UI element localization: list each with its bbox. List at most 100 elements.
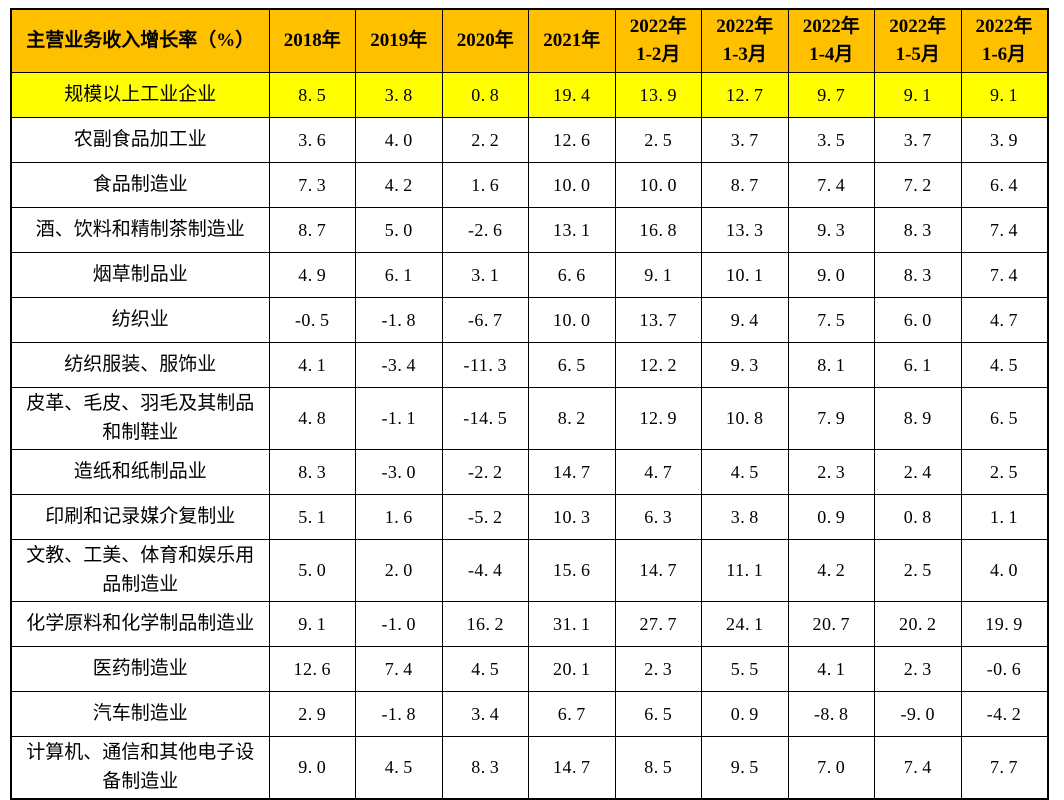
value-cell: 19. 4: [528, 72, 616, 118]
value-cell: 3. 9: [960, 117, 1048, 163]
value-cell: 10. 8: [701, 387, 789, 450]
value-cell: 8. 3: [874, 252, 962, 298]
value-cell: 5. 5: [701, 646, 789, 692]
row-label: 规模以上工业企业: [10, 72, 270, 118]
value-cell: 0. 8: [874, 494, 962, 540]
value-cell: 4. 2: [355, 162, 443, 208]
table-row: 汽车制造业 2. 9 -1. 8 3. 4 6. 7 6. 5 0. 9 -8. 8 -9. 0…: [10, 691, 1048, 737]
value-cell: 1. 6: [441, 162, 529, 208]
value-cell: 6. 4: [960, 162, 1048, 208]
table-row: 农副食品加工业 3. 6 4. 0 2. 2 12. 6 2. 5 3. 7 3. 5 3. 7…: [10, 117, 1048, 163]
value-cell: 20. 7: [787, 601, 875, 647]
value-cell: 5. 1: [268, 494, 356, 540]
value-cell: -6. 7: [441, 297, 529, 343]
value-cell: -4. 2: [960, 691, 1048, 737]
value-cell: 31. 1: [528, 601, 616, 647]
value-cell: 6. 5: [960, 387, 1048, 450]
value-cell: 8. 5: [268, 72, 356, 118]
value-cell: 2. 0: [355, 539, 443, 602]
table-row: 纺织业 -0. 5 -1. 8 -6. 7 10. 0 13. 7 9. 4 7. 5 6. 0…: [10, 297, 1048, 343]
value-cell: 13. 9: [614, 72, 702, 118]
value-cell: 16. 2: [441, 601, 529, 647]
value-cell: 6. 6: [528, 252, 616, 298]
value-cell: 14. 7: [528, 736, 616, 800]
value-cell: 14. 7: [614, 539, 702, 602]
row-label: 纺织业: [10, 297, 270, 343]
table-row: 纺织服装、服饰业 4. 1 -3. 4 -11. 3 6. 5 12. 2 9. 3 8. 1…: [10, 342, 1048, 388]
value-cell: -2. 2: [441, 449, 529, 495]
value-cell: 4. 0: [355, 117, 443, 163]
column-header-2022年-1-5月: 2022年 1-5月: [874, 8, 962, 73]
value-cell: 9. 4: [701, 297, 789, 343]
column-header-2018年: 2018年: [268, 8, 356, 73]
value-cell: 7. 4: [787, 162, 875, 208]
value-cell: 2. 4: [874, 449, 962, 495]
table-corner-header: 主营业务收入增长率（%）: [10, 8, 270, 73]
value-cell: 19. 9: [960, 601, 1048, 647]
value-cell: 0. 9: [787, 494, 875, 540]
value-cell: 7. 4: [874, 736, 962, 800]
row-label: 食品制造业: [10, 162, 270, 208]
column-header-line2: 1-5月: [895, 44, 940, 65]
value-cell: 9. 0: [268, 736, 356, 800]
value-cell: 8. 2: [528, 387, 616, 450]
value-cell: 6. 0: [874, 297, 962, 343]
value-cell: 3. 8: [701, 494, 789, 540]
value-cell: 8. 7: [268, 207, 356, 253]
row-label: 化学原料和化学制品制造业: [10, 601, 270, 647]
value-cell: 4. 5: [441, 646, 529, 692]
column-header-2022年-1-2月: 2022年 1-2月: [614, 8, 702, 73]
value-cell: 8. 5: [614, 736, 702, 800]
value-cell: -1. 8: [355, 691, 443, 737]
value-cell: 4. 7: [614, 449, 702, 495]
column-header-line1: 2022年: [802, 16, 860, 38]
value-cell: 12. 2: [614, 342, 702, 388]
value-cell: -8. 8: [787, 691, 875, 737]
value-cell: 2. 5: [614, 117, 702, 163]
value-cell: 0. 8: [441, 72, 529, 118]
value-cell: -1. 1: [355, 387, 443, 450]
row-label: 印刷和记录媒介复制业: [10, 494, 270, 540]
value-cell: -0. 6: [960, 646, 1048, 692]
value-cell: 9. 1: [960, 72, 1048, 118]
value-cell: 8. 1: [787, 342, 875, 388]
table-row: 皮革、毛皮、羽毛及其制品和制鞋业 4. 8 -1. 1 -14. 5 8. 2 12. 9…: [10, 387, 1048, 450]
value-cell: 1. 1: [960, 494, 1048, 540]
value-cell: 7. 9: [787, 387, 875, 450]
value-cell: 8. 3: [874, 207, 962, 253]
row-label: 纺织服装、服饰业: [10, 342, 270, 388]
column-header-line1: 2022年: [889, 16, 947, 38]
value-cell: 4. 2: [787, 539, 875, 602]
value-cell: 7. 3: [268, 162, 356, 208]
value-cell: -4. 4: [441, 539, 529, 602]
value-cell: -0. 5: [268, 297, 356, 343]
value-cell: 2. 3: [874, 646, 962, 692]
value-cell: 3. 4: [441, 691, 529, 737]
row-label: 造纸和纸制品业: [10, 449, 270, 495]
value-cell: 9. 1: [268, 601, 356, 647]
value-cell: 8. 3: [268, 449, 356, 495]
value-cell: 10. 1: [701, 252, 789, 298]
value-cell: 11. 1: [701, 539, 789, 602]
value-cell: 9. 7: [787, 72, 875, 118]
value-cell: 4. 5: [355, 736, 443, 800]
value-cell: 20. 2: [874, 601, 962, 647]
value-cell: 12. 9: [614, 387, 702, 450]
value-cell: 3. 7: [701, 117, 789, 163]
value-cell: 1. 6: [355, 494, 443, 540]
value-cell: 3. 8: [355, 72, 443, 118]
value-cell: 6. 7: [528, 691, 616, 737]
value-cell: 9. 3: [701, 342, 789, 388]
value-cell: -1. 8: [355, 297, 443, 343]
row-label: 皮革、毛皮、羽毛及其制品和制鞋业: [10, 387, 270, 450]
value-cell: 2. 5: [874, 539, 962, 602]
value-cell: 3. 5: [787, 117, 875, 163]
table-row: 造纸和纸制品业 8. 3 -3. 0 -2. 2 14. 7 4. 7 4. 5 2. 3 2.…: [10, 449, 1048, 495]
value-cell: 9. 5: [701, 736, 789, 800]
value-cell: 13. 3: [701, 207, 789, 253]
value-cell: 4. 5: [960, 342, 1048, 388]
value-cell: 6. 1: [874, 342, 962, 388]
